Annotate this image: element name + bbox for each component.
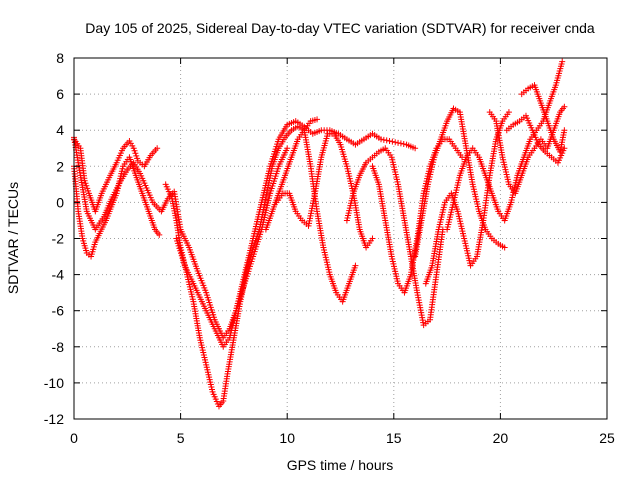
data-point [412, 145, 419, 152]
y-tick-label: 6 [56, 86, 64, 102]
series-trace-10 [412, 105, 508, 260]
y-tick-label: 4 [56, 122, 64, 138]
data-point [561, 145, 568, 152]
grid [74, 58, 607, 419]
data-point [154, 145, 161, 152]
y-tick-label: 8 [56, 50, 64, 66]
series-trace-4 [162, 123, 359, 410]
data-marker [82, 180, 89, 187]
series-trace-7 [273, 130, 376, 251]
chart-title: Day 105 of 2025, Sidereal Day-to-day VTE… [85, 20, 595, 36]
series-trace-14 [503, 112, 568, 166]
data-series-group [71, 58, 568, 410]
data-marker [400, 141, 407, 148]
series-trace-9 [343, 145, 446, 329]
series-trace-11 [422, 109, 512, 287]
x-axis-title: GPS time / hours [287, 457, 394, 473]
data-point [561, 127, 568, 134]
data-marker [85, 187, 92, 194]
data-marker [83, 182, 90, 189]
data-point [386, 138, 393, 145]
plot-frame [73, 57, 608, 420]
y-axis-title: SDTVAR / TECUs [5, 182, 21, 294]
data-point [505, 109, 512, 116]
data-point [156, 231, 163, 238]
x-tick-label: 25 [599, 430, 615, 446]
data-point [352, 262, 359, 269]
x-tick-label: 15 [386, 430, 402, 446]
data-point [378, 136, 385, 143]
data-marker [84, 185, 91, 192]
y-tick-label: 2 [56, 158, 64, 174]
axis-ticks: 0 5 10 15 20 25 -12 -10 -8 -6 -4 -2 0 2 4 6 8 [44, 50, 615, 446]
data-marker [380, 136, 387, 143]
series-trace-6 [262, 116, 321, 233]
data-marker [132, 150, 139, 157]
y-tick-label: -4 [52, 267, 65, 283]
data-marker [389, 138, 396, 145]
x-tick-label: 20 [493, 430, 509, 446]
data-marker [134, 155, 141, 162]
series-trace-1 [71, 136, 161, 215]
data-point [314, 116, 321, 123]
data-point [395, 139, 402, 146]
y-tick-label: 0 [56, 194, 64, 210]
y-tick-label: -2 [52, 231, 65, 247]
data-marker [397, 140, 404, 147]
data-point [561, 103, 568, 110]
data-marker [131, 147, 138, 154]
data-point [369, 235, 376, 242]
data-point [130, 145, 137, 152]
data-marker [383, 137, 390, 144]
data-point [284, 145, 291, 152]
data-marker [392, 139, 399, 146]
data-marker [133, 152, 140, 159]
data-point [501, 244, 508, 251]
y-tick-label: -10 [44, 375, 64, 391]
x-tick-label: 0 [70, 430, 78, 446]
series-trace-12 [444, 58, 566, 233]
series-trace-15 [518, 82, 568, 155]
x-tick-label: 10 [279, 430, 295, 446]
data-point [559, 58, 566, 65]
y-tick-label: -6 [52, 303, 65, 319]
x-tick-label: 5 [177, 430, 185, 446]
y-tick-label: -8 [52, 339, 65, 355]
y-tick-label: -12 [44, 411, 64, 427]
